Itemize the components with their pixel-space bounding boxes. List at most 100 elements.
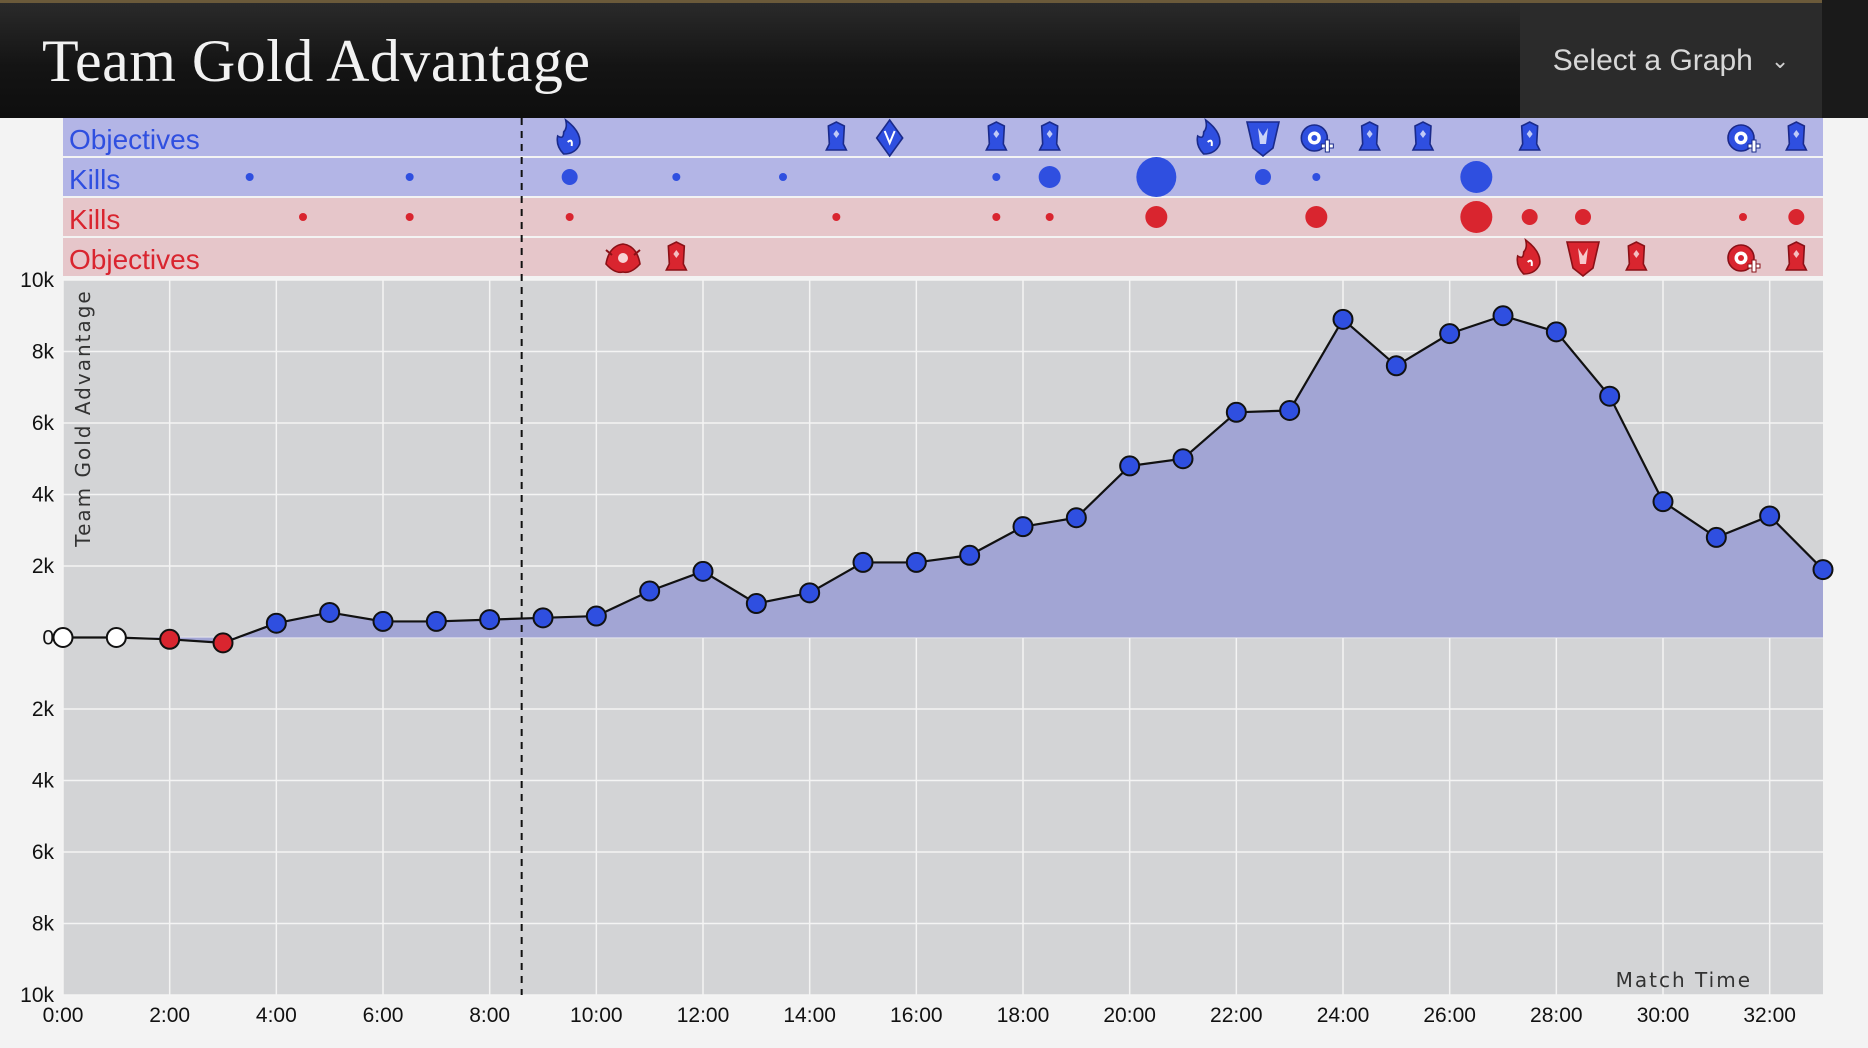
blue-tower-icon	[825, 121, 848, 151]
x-tick-label: 4:00	[256, 1004, 297, 1027]
gold-point[interactable]	[319, 601, 341, 623]
red-kill-marker	[1521, 209, 1538, 225]
gold-point[interactable]	[799, 582, 821, 604]
gold-point[interactable]	[1225, 401, 1247, 423]
gold-point[interactable]	[1652, 491, 1674, 513]
x-tick-label: 16:00	[890, 1004, 943, 1027]
blue-kill-marker	[1038, 166, 1061, 188]
blue-inhibitor-icon	[1300, 124, 1334, 153]
y-tick-label: 4k	[32, 484, 55, 507]
gold-point[interactable]	[959, 544, 981, 566]
row-label-blue-objectives: Objectives	[69, 124, 200, 155]
red-kill-marker	[1575, 209, 1591, 225]
x-tick-label: 24:00	[1317, 1004, 1370, 1027]
page-title: Team Gold Advantage	[42, 28, 591, 94]
gold-point[interactable]	[265, 612, 287, 634]
blue-tower-icon	[1785, 121, 1808, 151]
blue-kill-marker	[672, 173, 681, 181]
red-inhibitor-icon	[1727, 244, 1761, 273]
blue-inhibitor-icon	[1727, 124, 1761, 153]
x-tick-label: 32:00	[1743, 1004, 1796, 1027]
gold-point[interactable]	[532, 607, 554, 629]
x-tick-label: 22:00	[1210, 1004, 1263, 1027]
y-tick-label: 6k	[32, 841, 55, 864]
y-tick-label: 10k	[20, 984, 54, 1007]
gold-point[interactable]	[745, 593, 767, 615]
blue-rift-herald-icon	[875, 118, 904, 158]
x-tick-label: 2:00	[149, 1004, 190, 1027]
gold-point[interactable]	[425, 610, 447, 632]
x-tick-label: 26:00	[1423, 1004, 1476, 1027]
gold-point[interactable]	[1119, 455, 1141, 477]
gold-point[interactable]	[372, 610, 394, 632]
gold-point[interactable]	[1012, 516, 1034, 538]
x-tick-label: 0:00	[43, 1004, 84, 1027]
x-tick-label: 20:00	[1103, 1004, 1156, 1027]
gold-point[interactable]	[1812, 559, 1834, 581]
gold-point[interactable]	[1492, 305, 1514, 327]
gold-point[interactable]	[1332, 308, 1354, 330]
x-tick-label: 10:00	[570, 1004, 623, 1027]
blue-kill-marker	[1255, 169, 1271, 185]
gold-point[interactable]	[159, 628, 181, 650]
gold-point[interactable]	[1065, 507, 1087, 529]
gold-point[interactable]	[585, 605, 607, 627]
timeline-band-red	[63, 198, 1823, 236]
red-kill-marker	[1145, 206, 1168, 228]
x-tick-label: 28:00	[1530, 1004, 1583, 1027]
x-tick-label: 18:00	[997, 1004, 1050, 1027]
blue-tower-icon	[1411, 121, 1435, 151]
blue-kill-marker	[405, 173, 414, 181]
gold-point[interactable]	[1385, 355, 1407, 377]
y-tick-label: 8k	[32, 913, 55, 936]
gold-point[interactable]	[1759, 505, 1781, 527]
timeline-bands: Objectives Kills Kills Objectives	[63, 118, 1823, 276]
graph-select-label: Select a Graph	[1552, 43, 1753, 77]
blue-kill-marker	[1312, 173, 1321, 181]
gold-point[interactable]	[1599, 385, 1621, 407]
row-label-red-objectives: Objectives	[69, 244, 200, 275]
red-kill-marker	[1739, 213, 1747, 221]
y-tick-label: 4k	[32, 770, 55, 793]
gold-point[interactable]	[1279, 399, 1301, 421]
red-tower-icon	[1625, 241, 1648, 271]
timeline-band-blue	[63, 158, 1823, 196]
gold-point[interactable]	[212, 632, 234, 654]
gold-point[interactable]	[52, 627, 74, 648]
gold-point[interactable]	[105, 627, 127, 648]
axis-labels: 0:00 2:00 4:00 6:00 8:00 10:00 12:00 14:00 16:00…	[20, 269, 1796, 1027]
gold-point[interactable]	[479, 609, 501, 631]
gold-point[interactable]	[1439, 323, 1461, 345]
gold-point[interactable]	[692, 560, 714, 582]
gold-point[interactable]	[852, 551, 874, 573]
y-tick-label: 0	[42, 627, 54, 650]
blue-kill-marker	[992, 173, 1001, 181]
red-kill-marker	[1305, 206, 1328, 228]
gold-point[interactable]	[1545, 321, 1567, 343]
timeline-band-red	[63, 238, 1823, 276]
x-tick-label: 12:00	[677, 1004, 730, 1027]
gold-point[interactable]	[639, 580, 661, 602]
red-kill-marker	[832, 213, 841, 221]
red-kill-marker	[1460, 201, 1493, 233]
y-tick-label: 10k	[20, 269, 54, 292]
gold-point[interactable]	[905, 551, 927, 573]
red-kill-marker	[299, 213, 307, 221]
row-label-blue-kills: Kills	[69, 164, 120, 195]
blue-tower-icon	[1518, 121, 1541, 151]
blue-tower-icon	[1358, 121, 1381, 151]
x-axis-title: Match Time	[1616, 968, 1752, 992]
y-tick-label: 8k	[32, 341, 55, 364]
red-baron-nashor-icon	[1565, 241, 1601, 278]
header-edge	[1822, 0, 1868, 118]
y-tick-label: 6k	[32, 412, 55, 435]
x-tick-label: 30:00	[1637, 1004, 1690, 1027]
graph-select-dropdown[interactable]: Select a Graph ⌄	[1520, 3, 1822, 118]
red-infernal-dragon-icon	[1516, 238, 1541, 275]
red-elder-dragon-icon	[605, 243, 641, 274]
red-kill-marker	[1788, 209, 1805, 225]
gold-point[interactable]	[1705, 526, 1727, 548]
gold-point[interactable]	[1172, 448, 1194, 470]
